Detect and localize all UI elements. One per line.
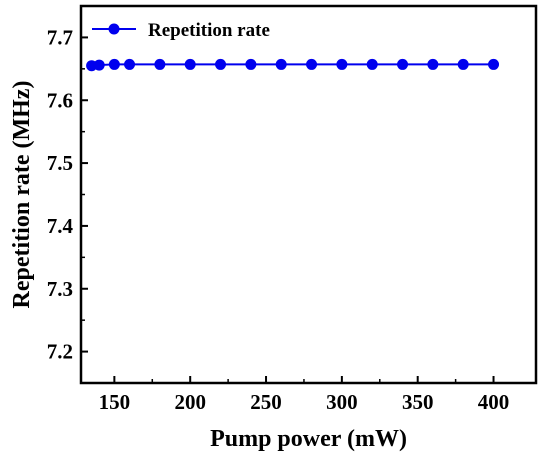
data-point (154, 58, 166, 70)
series-line (91, 63, 494, 67)
data-point (336, 58, 348, 70)
x-tick-label: 250 (250, 390, 282, 414)
data-point (215, 58, 227, 70)
data-point (124, 58, 136, 70)
data-point (184, 58, 196, 70)
y-axis: 7.2 7.3 7.4 7.5 7.6 7.7 (47, 25, 88, 364)
legend-marker-swatch (108, 23, 120, 35)
data-point (488, 58, 500, 70)
legend: Repetition rate (92, 20, 270, 41)
x-tick-label: 200 (174, 390, 206, 414)
y-tick-label: 7.6 (47, 88, 73, 112)
plot-area (86, 58, 500, 72)
data-point (427, 58, 439, 70)
x-tick-label: 400 (478, 390, 510, 414)
y-tick-label: 7.4 (47, 214, 74, 238)
data-point (397, 58, 409, 70)
data-point (366, 58, 378, 70)
x-tick-label: 350 (402, 390, 434, 414)
data-point (457, 58, 469, 70)
x-tick-label: 300 (326, 390, 358, 414)
data-point (306, 58, 318, 70)
x-tick-label: 150 (99, 390, 131, 414)
data-point (245, 58, 257, 70)
y-tick-label: 7.2 (47, 340, 73, 364)
x-axis-title: Pump power (mW) (210, 426, 407, 452)
y-tick-label: 7.3 (47, 277, 73, 301)
x-axis: 150 200 250 300 350 400 (99, 376, 510, 414)
legend-label: Repetition rate (148, 20, 270, 41)
data-point (108, 58, 120, 70)
y-tick-label: 7.7 (47, 25, 73, 49)
data-point (93, 59, 105, 71)
data-point (275, 58, 287, 70)
y-tick-label: 7.5 (47, 151, 73, 175)
y-axis-title: Repetition rate (MHz) (9, 81, 35, 309)
